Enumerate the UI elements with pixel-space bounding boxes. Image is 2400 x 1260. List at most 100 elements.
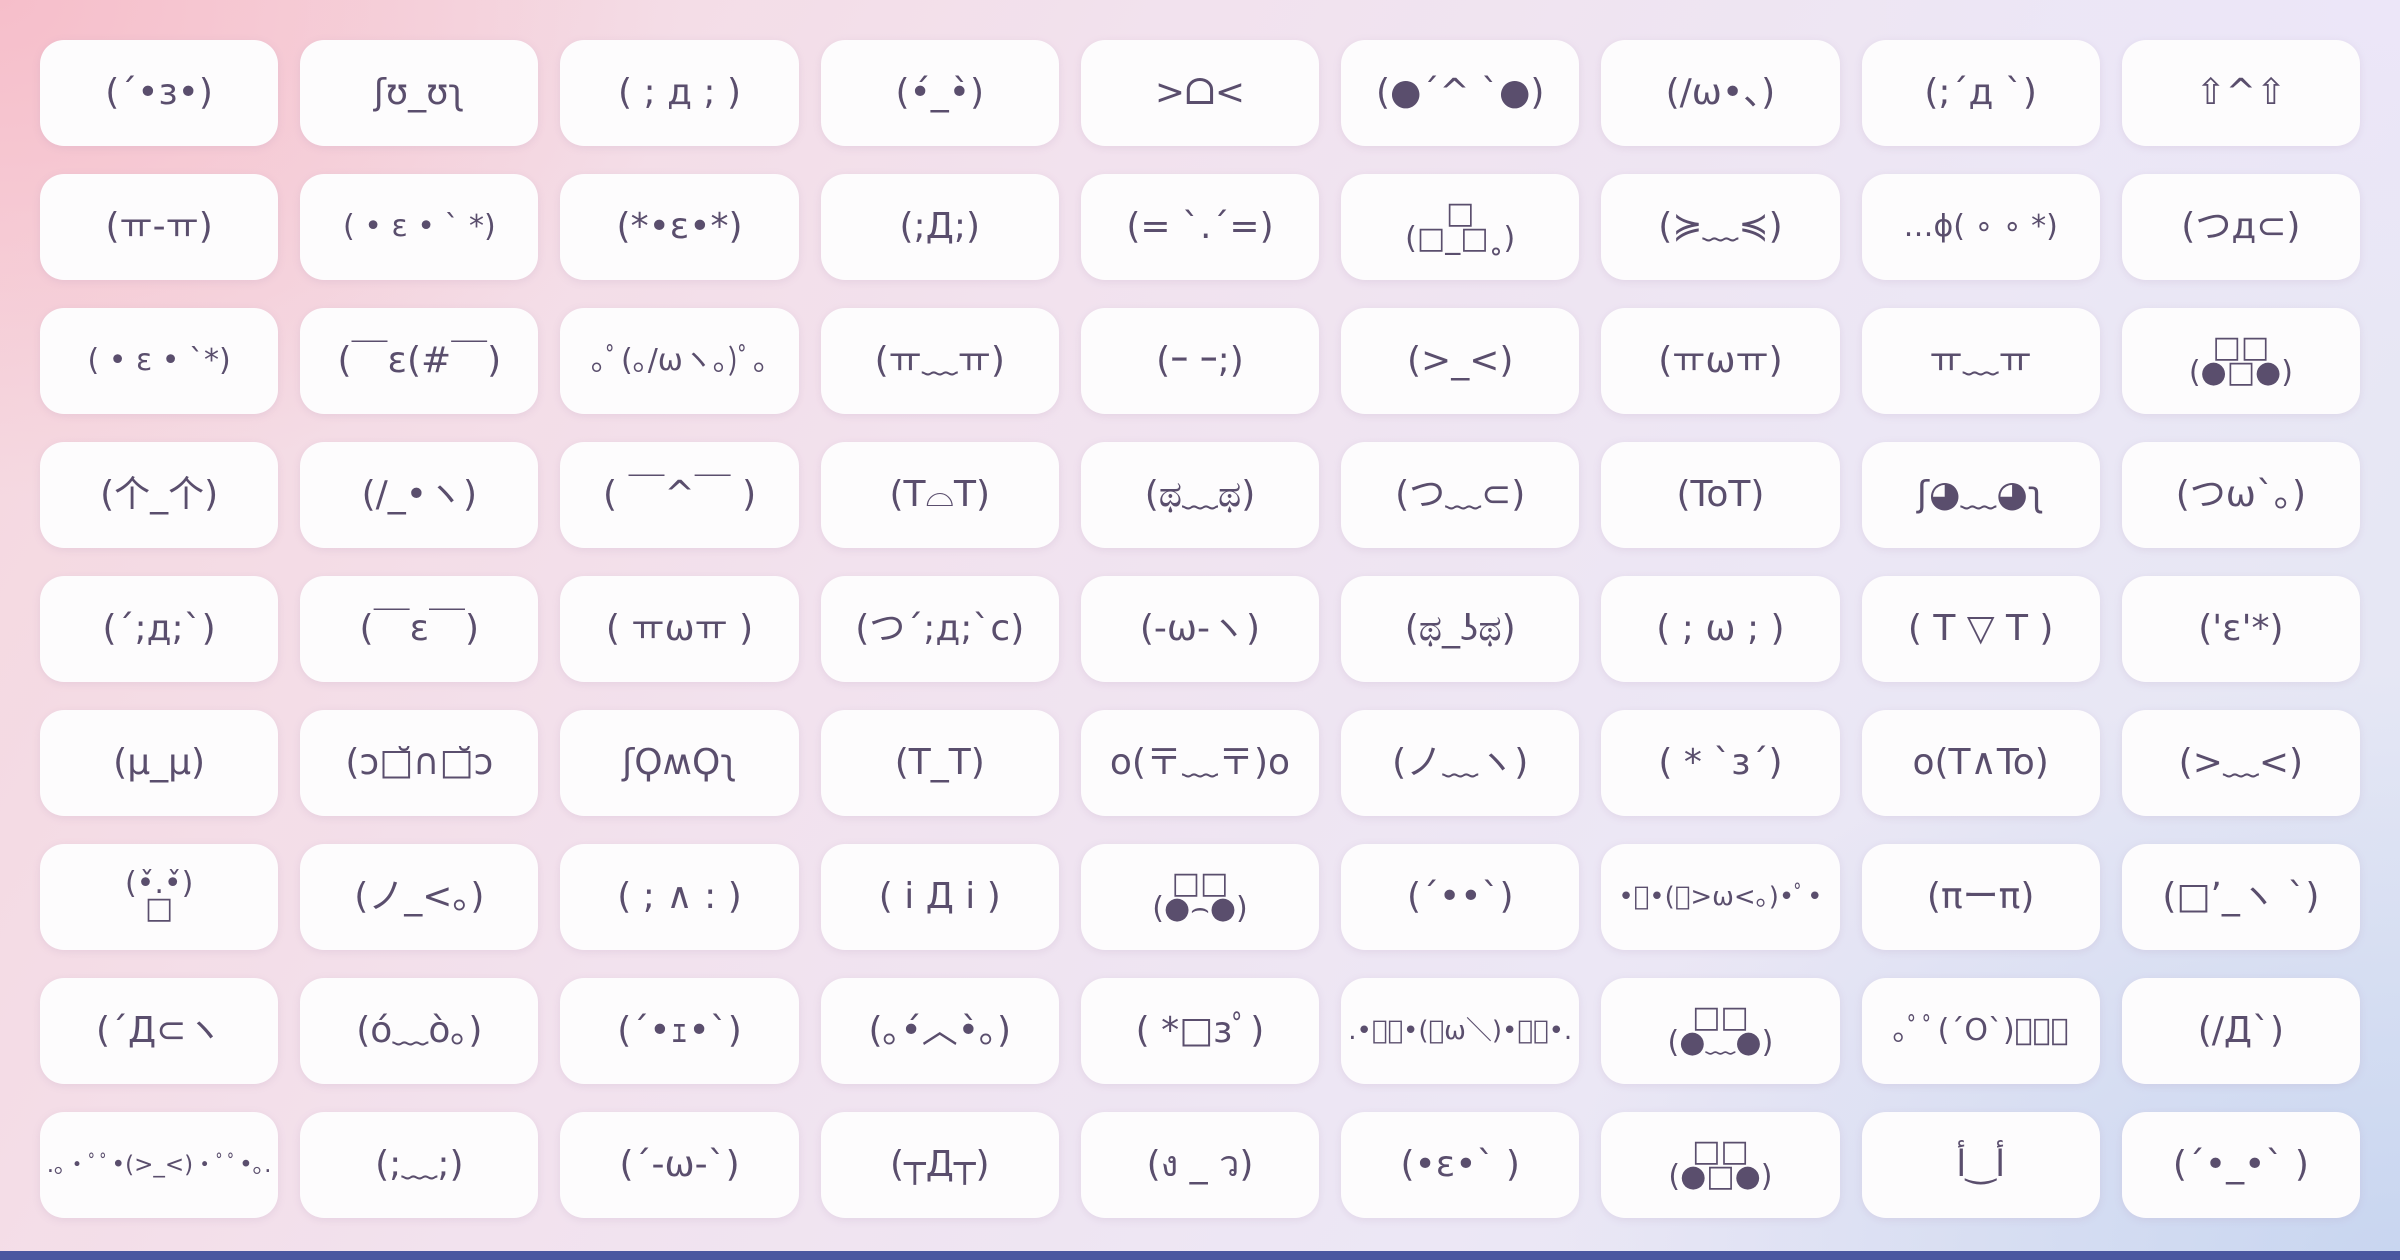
kaomoji-card[interactable]: (つω`｡) — [2121, 442, 2360, 548]
kaomoji-card[interactable]: (ಥ﹏ಥ) — [1080, 442, 1320, 548]
kaomoji-card[interactable]: (;´д `) — [1861, 40, 2100, 146]
kaomoji-card[interactable]: (ㅠ-ㅠ) — [40, 174, 279, 280]
kaomoji-text: ʃ◕﹏◕ʅ — [1916, 474, 2045, 515]
kaomoji-card[interactable]: (•ε•` ) — [1341, 1112, 1580, 1218]
kaomoji-card[interactable]: ( ; д ; ) — [560, 40, 799, 146]
kaomoji-card[interactable]: (ノ_<。) — [300, 844, 539, 950]
kaomoji-card[interactable]: (T⌓T) — [820, 442, 1059, 548]
kaomoji-text: (ㅠ﹏ㅠ) — [874, 340, 1005, 381]
kaomoji-card[interactable]: ( *□зﾟ) — [1080, 978, 1320, 1084]
kaomoji-card[interactable]: (ó﹏ò｡) — [300, 978, 539, 1084]
kaomoji-card[interactable]: ( T ▽ T ) — [1861, 576, 2100, 682]
kaomoji-text: (ノ﹏ヽ) — [1392, 742, 1529, 783]
kaomoji-card[interactable]: (ｰ ｰ;) — [1080, 308, 1320, 414]
kaomoji-card[interactable]: أ‿أ — [1861, 1112, 2100, 1218]
kaomoji-card[interactable]: (´-ω-`) — [560, 1112, 799, 1218]
kaomoji-card[interactable]: □□ (●﹏●) — [1601, 978, 1840, 1084]
kaomoji-card[interactable]: (□’_ヽ `) — [2121, 844, 2360, 950]
kaomoji-card[interactable]: ( ㅠωㅠ ) — [560, 576, 799, 682]
kaomoji-text: (ಥ﹏ಥ) — [1144, 474, 1256, 515]
kaomoji-text: (= `.´=) — [1126, 206, 1274, 247]
kaomoji-text: (≽﹏≼) — [1658, 206, 1783, 247]
kaomoji-text: ( • ε • ` *) — [342, 209, 496, 244]
kaomoji-card[interactable]: (ㅠ﹏ㅠ) — [820, 308, 1059, 414]
kaomoji-text: ⇧^⇧ — [2195, 72, 2287, 113]
kaomoji-card[interactable]: (个_个) — [40, 442, 279, 548]
kaomoji-text: ('ε'*) — [2198, 608, 2284, 649]
kaomoji-card[interactable]: >ᗝ< — [1080, 40, 1320, 146]
kaomoji-card[interactable]: ( ￣^￣ ) — [560, 442, 799, 548]
kaomoji-card[interactable]: (ToT) — [1601, 442, 1840, 548]
kaomoji-card[interactable]: ⇧^⇧ — [2121, 40, 2360, 146]
kaomoji-card[interactable]: (;Д;) — [820, 174, 1059, 280]
kaomoji-card[interactable]: o(〒﹏〒)o — [1080, 710, 1320, 816]
kaomoji-card[interactable]: ( • ε • ` *) — [300, 174, 539, 280]
bottom-accent-bar — [0, 1251, 2400, 1260]
kaomoji-card[interactable]: □□ (●□●) — [1601, 1112, 1840, 1218]
kaomoji-card[interactable]: (T_T) — [820, 710, 1059, 816]
kaomoji-text: ʃϘʍϘʅ — [622, 742, 737, 783]
kaomoji-card[interactable]: •ﾟ•(｡>ω<｡)•ﾟ• — [1601, 844, 1840, 950]
kaomoji-card[interactable]: (•́_•̀) — [820, 40, 1059, 146]
kaomoji-text: (ง _ ว) — [1146, 1144, 1254, 1185]
kaomoji-text: (つ´;д;`c) — [855, 608, 1025, 649]
kaomoji-card[interactable]: □ (□_□˳) — [1341, 174, 1580, 280]
kaomoji-card[interactable]: (-ω-ヽ) — [1080, 576, 1320, 682]
kaomoji-card[interactable]: (πーπ) — [1861, 844, 2100, 950]
kaomoji-card[interactable]: ｡ﾟﾟ(´O`)ﾟﾟ｡ — [1861, 978, 2100, 1084]
kaomoji-card[interactable]: .•ﾟﾟ•(／ω＼)•ﾟﾟ•. — [1341, 978, 1580, 1084]
kaomoji-card[interactable]: (>_<) — [1341, 308, 1580, 414]
kaomoji-card[interactable]: (´••`) — [1341, 844, 1580, 950]
kaomoji-card[interactable]: ʃʊ_ʊʅ — [300, 40, 539, 146]
kaomoji-card[interactable]: ('ε'*) — [2121, 576, 2360, 682]
kaomoji-card[interactable]: (*•ε•*) — [560, 174, 799, 280]
kaomoji-card[interactable]: (｡•́︿•̀｡) — [820, 978, 1059, 1084]
kaomoji-card[interactable]: (/_•ヽ) — [300, 442, 539, 548]
kaomoji-card[interactable]: .｡•ﾟﾟ•(>_<)•ﾟﾟ•｡. — [40, 1112, 279, 1218]
kaomoji-card[interactable]: ʃ◕﹏◕ʅ — [1861, 442, 2100, 548]
kaomoji-card[interactable]: o(T∧To) — [1861, 710, 2100, 816]
kaomoji-card[interactable]: (ㅠωㅠ) — [1601, 308, 1840, 414]
kaomoji-card[interactable]: ( • ε • `*) — [40, 308, 279, 414]
kaomoji-card[interactable]: (つ﹏⊂) — [1341, 442, 1580, 548]
kaomoji-card[interactable]: (>﹏<) — [2121, 710, 2360, 816]
kaomoji-card[interactable]: ( ; ∧ : ) — [560, 844, 799, 950]
kaomoji-card[interactable]: (￣ε￣) — [300, 576, 539, 682]
kaomoji-card[interactable]: (´•з•) — [40, 40, 279, 146]
kaomoji-card[interactable]: □□ (●⌢●) — [1080, 844, 1320, 950]
kaomoji-card[interactable]: (ɔ□̆∩□̆ɔ — [300, 710, 539, 816]
kaomoji-text: o(T∧To) — [1912, 742, 2049, 783]
kaomoji-text: ( *□зﾟ) — [1135, 1010, 1265, 1051]
kaomoji-card[interactable]: (￣ε(#￣) — [300, 308, 539, 414]
kaomoji-card[interactable]: (≽﹏≼) — [1601, 174, 1840, 280]
kaomoji-card[interactable]: (;﹏;) — [300, 1112, 539, 1218]
kaomoji-card[interactable]: (´;д;`) — [40, 576, 279, 682]
kaomoji-text: (´Д⊂ヽ — [95, 1010, 223, 1051]
kaomoji-card[interactable]: …ϕ( ∘ ∘ *) — [1861, 174, 2100, 280]
kaomoji-card[interactable]: (•̌.•̌) □ — [40, 844, 279, 950]
kaomoji-text: (*•ε•*) — [616, 206, 743, 247]
kaomoji-text: (ɔ□̆∩□̆ɔ — [345, 742, 494, 783]
kaomoji-card[interactable]: (´•ｪ•`) — [560, 978, 799, 1084]
kaomoji-card[interactable]: ( ; ω ; ) — [1601, 576, 1840, 682]
kaomoji-card[interactable]: (= `.´=) — [1080, 174, 1320, 280]
kaomoji-card[interactable]: (つ´;д;`c) — [820, 576, 1059, 682]
kaomoji-card[interactable]: (´•_•` ) — [2121, 1112, 2360, 1218]
kaomoji-card[interactable]: (●´^ `●) — [1341, 40, 1580, 146]
kaomoji-card[interactable]: (ノ﹏ヽ) — [1341, 710, 1580, 816]
kaomoji-card[interactable]: (/Д`) — [2121, 978, 2360, 1084]
kaomoji-card[interactable]: ㅠ﹏ㅠ — [1861, 308, 2100, 414]
kaomoji-card[interactable]: (/ω•、) — [1601, 40, 1840, 146]
kaomoji-text: .｡•ﾟﾟ•(>_<)•ﾟﾟ•｡. — [46, 1151, 272, 1178]
kaomoji-card[interactable]: ｡ﾟ(｡/ωヽ｡)ﾟ｡ — [560, 308, 799, 414]
kaomoji-card[interactable]: □□ (●□●) — [2121, 308, 2360, 414]
kaomoji-card[interactable]: (ಥ_ʖಥ) — [1341, 576, 1580, 682]
kaomoji-card[interactable]: (ง _ ว) — [1080, 1112, 1320, 1218]
kaomoji-card[interactable]: ( * `з´) — [1601, 710, 1840, 816]
kaomoji-card[interactable]: (´Д⊂ヽ — [40, 978, 279, 1084]
kaomoji-card[interactable]: (μ_μ) — [40, 710, 279, 816]
kaomoji-card[interactable]: (┬Д┬) — [820, 1112, 1059, 1218]
kaomoji-card[interactable]: ʃϘʍϘʅ — [560, 710, 799, 816]
kaomoji-card[interactable]: (つд⊂) — [2121, 174, 2360, 280]
kaomoji-card[interactable]: ( i Д i ) — [820, 844, 1059, 950]
